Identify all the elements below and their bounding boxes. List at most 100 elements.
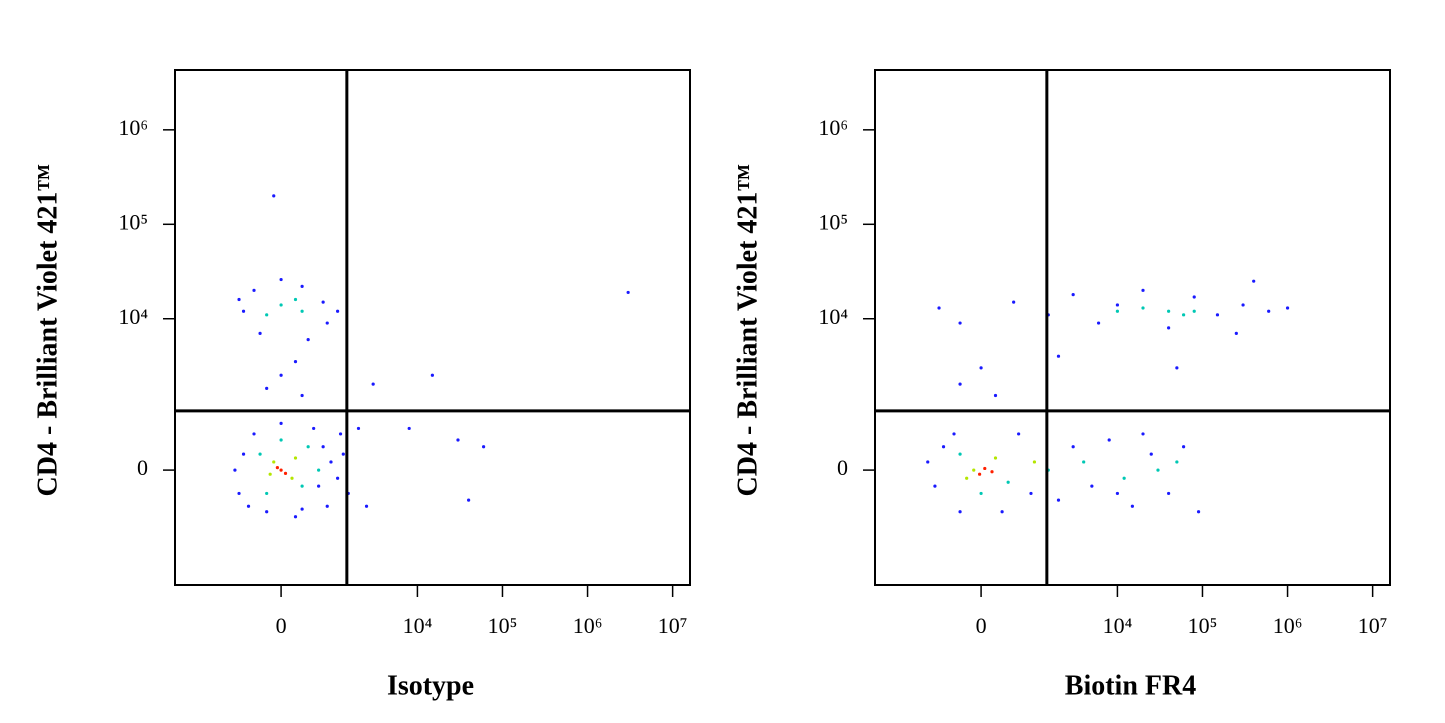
plot-frame (874, 69, 1391, 586)
data-point (430, 373, 434, 377)
data-point (933, 484, 937, 488)
data-point (993, 456, 998, 460)
y-tick-label: 10⁵ (118, 209, 148, 234)
x-tick-label: 0 (976, 613, 987, 638)
data-point (467, 498, 471, 502)
data-point (1149, 452, 1153, 456)
data-point (338, 432, 343, 436)
data-point (1122, 476, 1126, 480)
x-tick-label: 10⁷ (1358, 613, 1388, 638)
data-point (272, 460, 276, 464)
x-tick-label: 10⁶ (573, 613, 603, 638)
data-point (325, 504, 329, 508)
data-point (233, 468, 237, 472)
x-axis-label: Biotin FR4 (1065, 670, 1196, 701)
x-tick-label: 10⁷ (658, 613, 688, 638)
data-point (293, 515, 298, 519)
data-point (325, 321, 329, 325)
data-point (321, 300, 325, 304)
y-axis-label: CD4 - Brilliant Violet 421™ (32, 164, 63, 497)
data-point (1029, 491, 1033, 496)
data-point (1071, 445, 1075, 449)
data-point (990, 470, 994, 474)
data-point (456, 438, 460, 442)
data-point (279, 277, 283, 282)
data-point (265, 386, 269, 390)
data-point (364, 504, 369, 508)
data-point (306, 445, 310, 449)
data-point (1006, 480, 1010, 484)
data-point (241, 452, 246, 456)
y-tick-label: 10⁴ (818, 304, 848, 329)
data-point (329, 460, 333, 464)
data-point (952, 432, 956, 436)
data-point (1056, 354, 1061, 358)
plot-panel: 0 10⁴ 10⁵ 10⁶ 10⁷ 0 10⁴ 10⁵ 10⁶ Isotype CD4 - Bril… (32, 69, 691, 701)
data-point (252, 432, 256, 436)
data-point (1012, 300, 1016, 304)
data-point (1130, 504, 1134, 508)
data-point (1175, 366, 1179, 370)
y-tick-label: 10⁵ (818, 209, 848, 234)
data-point (1181, 313, 1186, 317)
data-point (1141, 306, 1145, 310)
data-point (1234, 331, 1238, 335)
data-point (1196, 510, 1201, 514)
data-point (300, 309, 304, 313)
data-point (293, 360, 298, 364)
data-point (1181, 445, 1186, 449)
x-tick-label: 0 (276, 613, 287, 638)
data-point (1141, 288, 1145, 292)
data-point (258, 331, 262, 335)
data-point (1090, 484, 1094, 488)
data-point (926, 460, 930, 464)
data-point (979, 366, 983, 370)
data-point (246, 504, 251, 508)
data-point (336, 476, 340, 480)
data-point (1167, 309, 1171, 313)
y-tick-label: 10⁶ (818, 115, 848, 140)
y-axis-label: CD4 - Brilliant Violet 421™ (732, 164, 763, 497)
data-point (1115, 309, 1120, 313)
data-point (279, 373, 283, 377)
data-point (312, 426, 316, 431)
x-tick-label: 10⁶ (1273, 613, 1303, 638)
data-point (407, 426, 411, 431)
data-point (1056, 498, 1061, 502)
data-point (1115, 303, 1120, 307)
x-tick-label: 10⁴ (403, 613, 433, 638)
data-point (965, 476, 969, 480)
plot-frame (174, 69, 691, 586)
data-point (300, 393, 304, 398)
data-point (275, 466, 279, 470)
data-point (321, 445, 325, 449)
y-tick-label: 10⁶ (118, 115, 148, 140)
x-tick-label: 10⁴ (1103, 613, 1133, 638)
data-point (1285, 306, 1290, 310)
data-point (341, 452, 345, 456)
data-point (300, 507, 304, 511)
data-point (481, 445, 486, 449)
data-point (1215, 313, 1220, 317)
data-point (265, 510, 269, 514)
data-point (1252, 279, 1256, 283)
x-axis-label: Isotype (387, 670, 474, 701)
data-point (371, 382, 375, 386)
data-point (268, 472, 272, 476)
data-point (258, 452, 262, 456)
data-point (1175, 460, 1179, 464)
data-point (279, 303, 283, 307)
data-point (300, 484, 304, 488)
data-point (979, 491, 983, 496)
data-point (1192, 295, 1196, 299)
data-point (279, 421, 283, 426)
data-point (265, 313, 269, 317)
data-point (1032, 460, 1037, 464)
data-point (1192, 309, 1196, 313)
data-point (293, 297, 298, 302)
data-point (252, 288, 256, 292)
data-point (937, 306, 941, 310)
data-point (983, 466, 987, 471)
data-point (1017, 432, 1021, 436)
